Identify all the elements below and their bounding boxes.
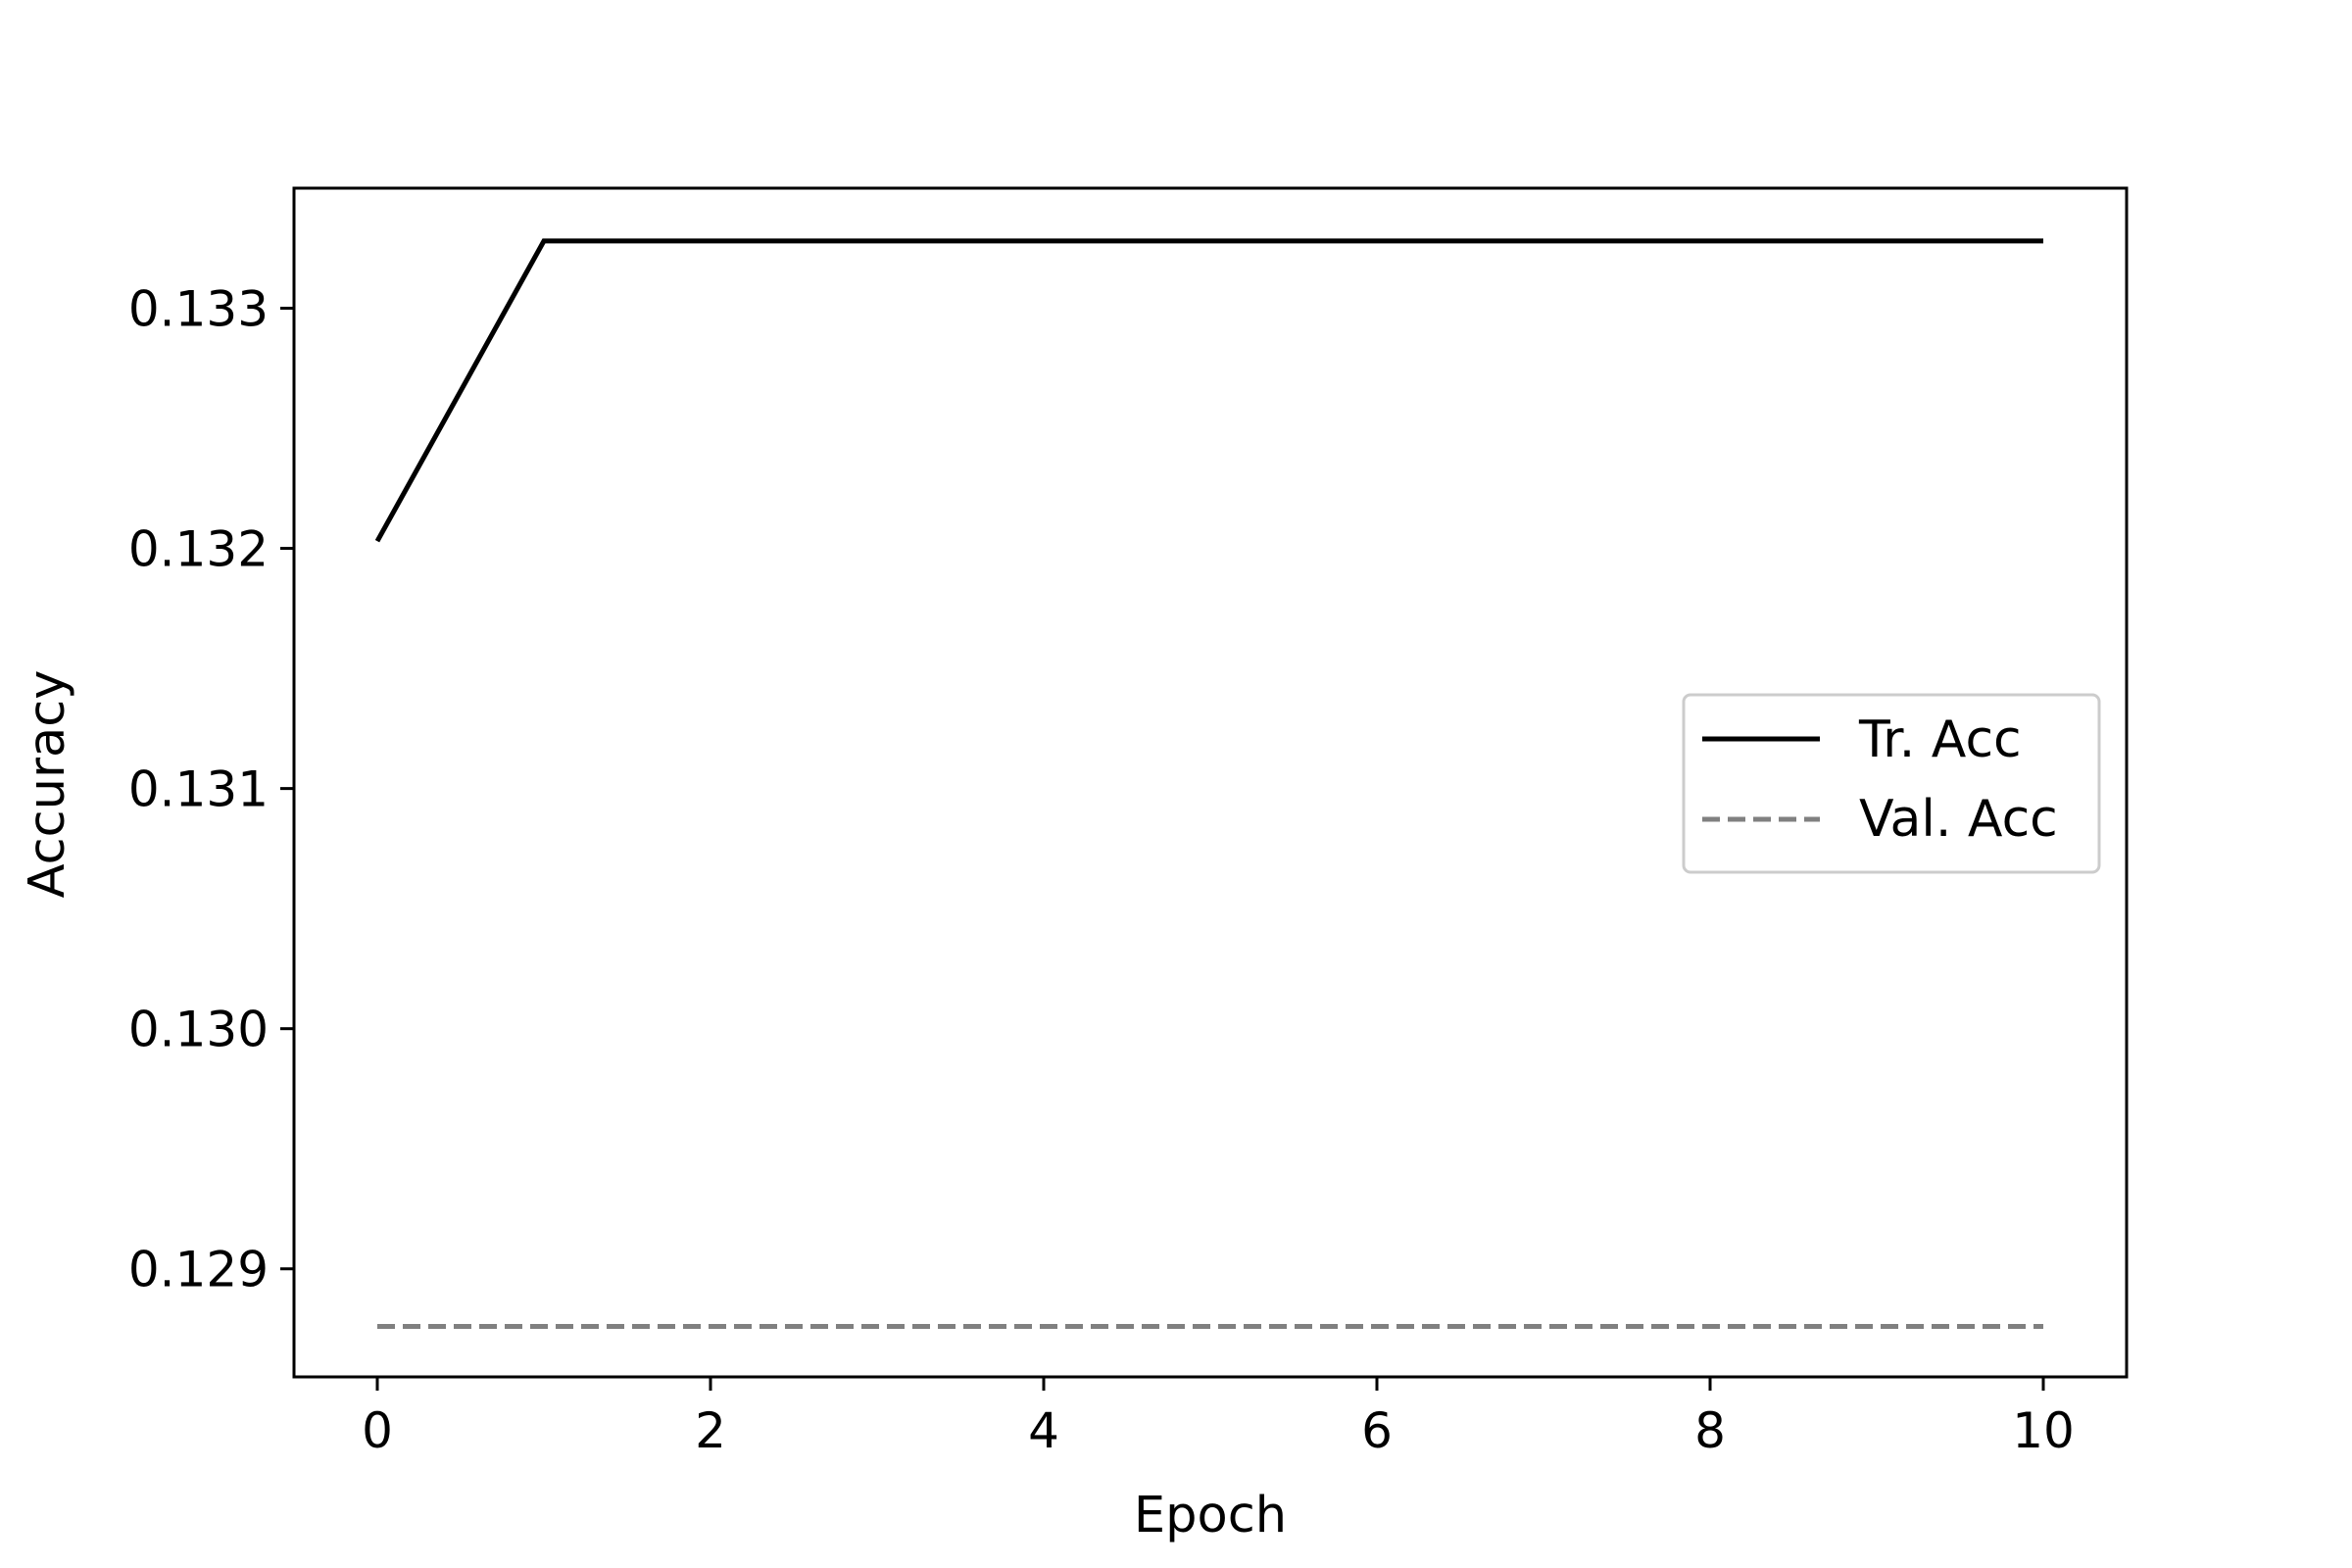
series-line-tr-acc: [374, 238, 2043, 543]
x-axis: 0 2 4 6 8 10: [362, 1377, 2075, 1459]
y-tick-label: 0.131: [128, 761, 269, 818]
y-tick-label: 0.129: [128, 1242, 269, 1298]
y-tick-label: 0.133: [128, 281, 269, 338]
legend: Tr. Acc Val. Acc: [1682, 693, 2101, 874]
x-tick-label: 6: [1361, 1402, 1393, 1459]
legend-label-val-acc: Val. Acc: [1859, 790, 2058, 849]
y-tick-label: 0.132: [128, 521, 269, 578]
x-tick-label: 8: [1694, 1402, 1726, 1459]
legend-label-tr-acc: Tr. Acc: [1858, 710, 2022, 769]
x-tick-label: 2: [695, 1402, 726, 1459]
series-layer: [374, 238, 2043, 1329]
y-axis: 0.129 0.130 0.131 0.132 0.133: [128, 281, 294, 1298]
x-tick-label: 4: [1028, 1402, 1059, 1459]
y-axis-label: Accuracy: [19, 670, 76, 899]
x-tick-label: 10: [2012, 1402, 2075, 1459]
x-axis-label: Epoch: [1134, 1487, 1287, 1544]
plot-frame: [292, 186, 2129, 1379]
y-tick-label: 0.130: [128, 1002, 269, 1058]
x-tick-label: 0: [362, 1402, 393, 1459]
